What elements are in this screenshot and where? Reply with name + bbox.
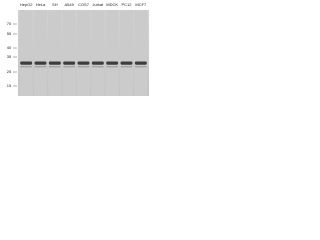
lane-label: MDCK (106, 2, 118, 7)
lane (62, 10, 76, 96)
band (20, 61, 33, 65)
lane-label: MCF7 (135, 2, 147, 7)
lane-label: A549 (64, 2, 74, 7)
marker-label: 40 (7, 45, 12, 50)
band (77, 61, 90, 65)
band (48, 61, 61, 65)
lane (19, 10, 33, 96)
marker-label: 15 (7, 83, 12, 88)
band (106, 61, 119, 65)
lane (33, 10, 48, 96)
faint-band (48, 66, 61, 68)
lane-label: COS7 (78, 2, 90, 7)
faint-band (106, 66, 119, 68)
faint-band (120, 66, 133, 68)
lane-label: HeLa (36, 2, 46, 7)
marker-label: 55 (7, 31, 12, 36)
lane (134, 10, 148, 96)
band (63, 61, 76, 65)
faint-band (77, 66, 90, 68)
marker-label: 35 (7, 54, 12, 59)
lane-label: SH (52, 2, 58, 7)
band (34, 61, 47, 65)
lane (91, 10, 105, 96)
band (120, 61, 133, 65)
lane (119, 10, 134, 96)
faint-band (20, 66, 33, 68)
western-blot: HepG2 HeLa SH A549 COS7 Jurkat MDCK PC12 MCF7 70… (7, 2, 149, 96)
lane-label: HepG2 (20, 2, 33, 7)
faint-band (63, 66, 76, 68)
marker-label: 25 (7, 69, 12, 74)
marker-label: 70 (7, 21, 12, 26)
band (134, 61, 147, 65)
lane (48, 10, 62, 96)
lane (105, 10, 119, 96)
faint-band (91, 66, 104, 68)
band (91, 61, 104, 65)
lane (76, 10, 91, 96)
lane-label: Jurkat (92, 2, 104, 7)
faint-band (34, 66, 47, 68)
lane-label: PC12 (121, 2, 132, 7)
faint-band (134, 66, 147, 68)
